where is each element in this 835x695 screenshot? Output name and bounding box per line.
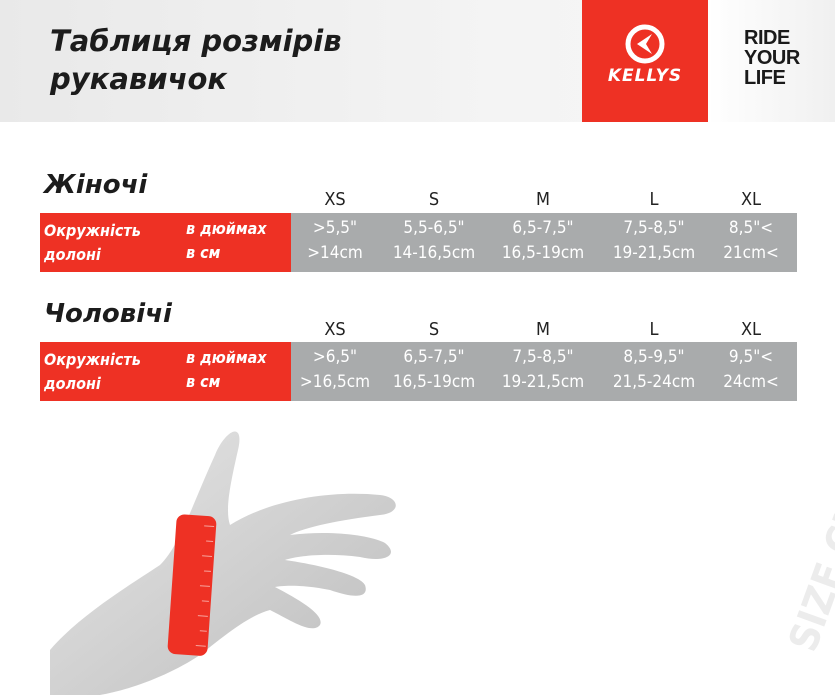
inch-value: 6,5-7,5" bbox=[512, 218, 574, 238]
page-title: Таблиця розмірів рукавичок bbox=[50, 22, 342, 98]
size-header: M bbox=[536, 319, 550, 340]
cm-value: 19-21,5cm bbox=[501, 372, 585, 392]
inch-value: >5,5" bbox=[312, 218, 358, 238]
label-palm: долоні bbox=[44, 374, 101, 393]
label-palm: долоні bbox=[44, 245, 101, 264]
cm-value: >14cm bbox=[307, 243, 363, 263]
inch-value: 7,5-8,5" bbox=[512, 347, 574, 367]
brand-name: KELLYS bbox=[607, 66, 683, 86]
inch-value: >6,5" bbox=[312, 347, 358, 367]
women-size-table: Окружність долоні в дюймах в см >5,5" >14… bbox=[40, 213, 797, 272]
label-circumference: Окружність bbox=[44, 221, 141, 240]
cm-value: 14-16,5cm bbox=[392, 243, 476, 263]
cm-value: >16,5cm bbox=[299, 372, 371, 392]
label-circumference: Окружність bbox=[44, 350, 141, 369]
women-section-title: Жіночі bbox=[44, 170, 148, 200]
hand-illustration bbox=[50, 431, 396, 695]
watermark: SIZE CHART bbox=[780, 418, 835, 658]
inch-value: 9,5"< bbox=[728, 347, 774, 367]
label-inches: в дюймах bbox=[186, 219, 267, 238]
inch-value: 8,5"< bbox=[728, 218, 774, 238]
slogan: RIDE YOUR LIFE bbox=[708, 0, 835, 122]
row-labels: Окружність долоні в дюймах в см bbox=[40, 213, 291, 272]
size-header: L bbox=[649, 189, 659, 210]
size-header: M bbox=[536, 189, 550, 210]
cm-value: 16,5-19cm bbox=[392, 372, 476, 392]
values-area bbox=[291, 342, 797, 401]
cm-value: 21,5-24cm bbox=[612, 372, 696, 392]
cm-value: 21cm< bbox=[723, 243, 779, 263]
row-labels: Окружність долоні в дюймах в см bbox=[40, 342, 291, 401]
label-cm: в см bbox=[186, 243, 221, 262]
slogan-line: LIFE bbox=[744, 67, 786, 89]
size-header: XS bbox=[324, 189, 346, 210]
measuring-tape bbox=[167, 514, 217, 656]
inch-value: 6,5-7,5" bbox=[403, 347, 465, 367]
cm-value: 19-21,5cm bbox=[612, 243, 696, 263]
cm-value: 24cm< bbox=[723, 372, 779, 392]
size-header: S bbox=[428, 189, 440, 210]
men-section-title: Чоловічі bbox=[44, 299, 172, 329]
inch-value: 7,5-8,5" bbox=[623, 218, 685, 238]
values-area bbox=[291, 213, 797, 272]
size-header: L bbox=[649, 319, 659, 340]
kellys-emblem-icon bbox=[625, 24, 665, 64]
size-header: S bbox=[428, 319, 440, 340]
size-header: XL bbox=[740, 319, 762, 340]
men-size-table: Окружність долоні в дюймах в см >6,5" >16… bbox=[40, 342, 797, 401]
kellys-logo: KELLYS bbox=[582, 0, 708, 122]
inch-value: 8,5-9,5" bbox=[623, 347, 685, 367]
inch-value: 5,5-6,5" bbox=[403, 218, 465, 238]
label-inches: в дюймах bbox=[186, 348, 267, 367]
slogan-line: RIDE bbox=[744, 27, 790, 49]
label-cm: в см bbox=[186, 372, 221, 391]
title-line-2: рукавичок bbox=[50, 62, 228, 96]
slogan-line: YOUR bbox=[744, 47, 800, 69]
title-line-1: Таблиця розмірів bbox=[50, 24, 342, 58]
size-header: XS bbox=[324, 319, 346, 340]
cm-value: 16,5-19cm bbox=[501, 243, 585, 263]
size-header: XL bbox=[740, 189, 762, 210]
